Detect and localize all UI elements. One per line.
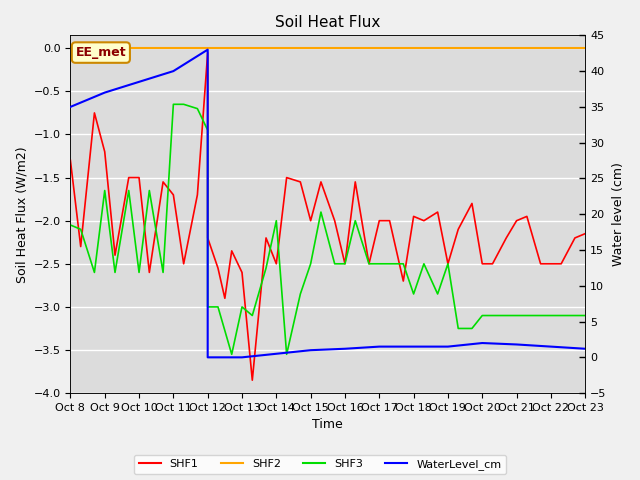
Text: EE_met: EE_met <box>76 46 126 59</box>
X-axis label: Time: Time <box>312 419 343 432</box>
Y-axis label: Soil Heat Flux (W/m2): Soil Heat Flux (W/m2) <box>15 146 28 283</box>
Title: Soil Heat Flux: Soil Heat Flux <box>275 15 381 30</box>
Legend: SHF1, SHF2, SHF3, WaterLevel_cm: SHF1, SHF2, SHF3, WaterLevel_cm <box>134 455 506 474</box>
Y-axis label: Water level (cm): Water level (cm) <box>612 162 625 266</box>
